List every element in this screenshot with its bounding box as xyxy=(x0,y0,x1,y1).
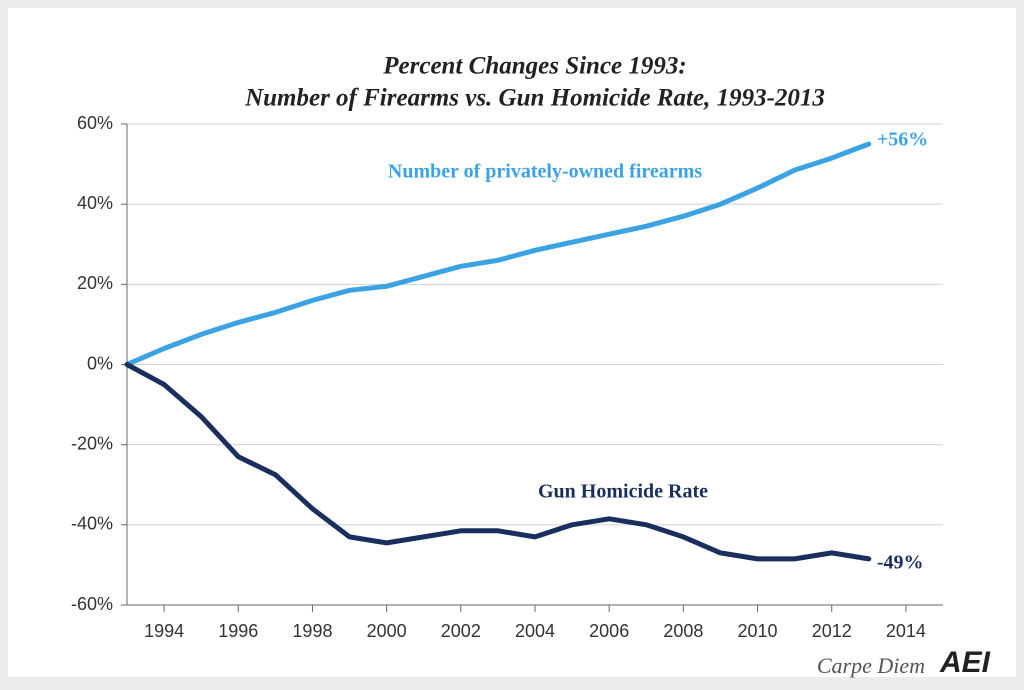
y-tick-label: -40% xyxy=(71,514,113,534)
y-tick-label: 40% xyxy=(77,193,113,213)
x-tick-label: 2004 xyxy=(515,621,555,641)
y-tick-label: 60% xyxy=(77,113,113,133)
x-tick-label: 2010 xyxy=(738,621,778,641)
x-tick-label: 2006 xyxy=(589,621,629,641)
x-tick-label: 1998 xyxy=(292,621,332,641)
series-label: Number of privately-owned firearms xyxy=(388,161,702,183)
y-tick-label: -20% xyxy=(71,433,113,453)
chart-title: Number of Firearms vs. Gun Homicide Rate… xyxy=(244,85,825,112)
y-tick-label: -60% xyxy=(71,594,113,614)
end-label: +56% xyxy=(877,129,928,151)
series-label: Gun Homicide Rate xyxy=(538,481,708,503)
source: Carpe Diem xyxy=(817,653,925,678)
series-line xyxy=(124,141,872,367)
x-tick-label: 2008 xyxy=(663,621,703,641)
end-label: -49% xyxy=(877,551,924,573)
y-tick-label: 0% xyxy=(87,353,113,373)
x-tick-label: 1996 xyxy=(218,621,258,641)
chart-title: Percent Changes Since 1993: xyxy=(382,53,686,80)
series-line xyxy=(124,362,872,562)
logo: AEI xyxy=(939,646,991,679)
x-tick-label: 2002 xyxy=(441,621,481,641)
x-tick-label: 1994 xyxy=(144,621,184,641)
x-tick-label: 2000 xyxy=(367,621,407,641)
y-tick-label: 20% xyxy=(77,273,113,293)
x-tick-label: 2014 xyxy=(886,621,926,641)
x-tick-label: 2012 xyxy=(812,621,852,641)
